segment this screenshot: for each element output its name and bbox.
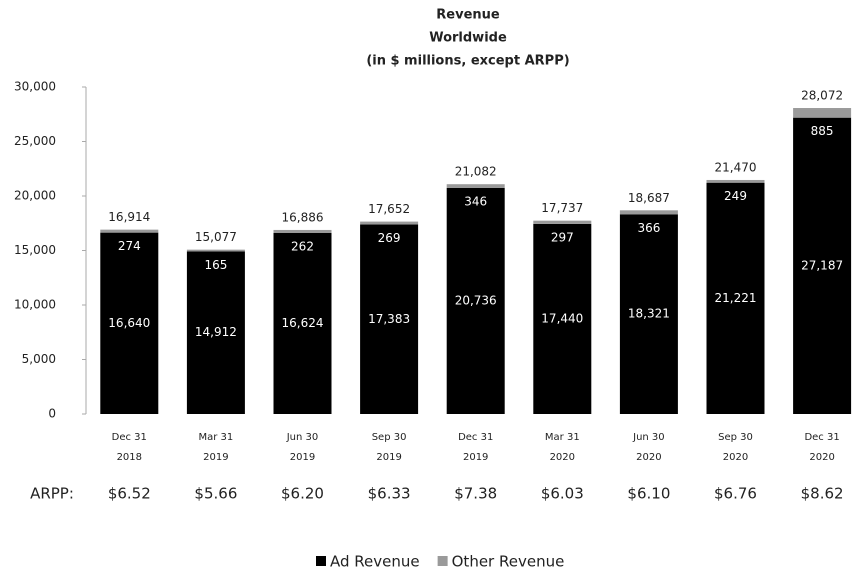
bar-segment bbox=[619, 214, 678, 414]
bar-segment bbox=[273, 229, 332, 233]
x-tick-label: Sep 30 bbox=[718, 432, 753, 443]
bar-segment bbox=[273, 232, 332, 414]
total-label: 16,914 bbox=[108, 210, 150, 224]
segment-label: 366 bbox=[637, 221, 660, 235]
segment-label: 269 bbox=[378, 231, 401, 245]
x-tick-label: Dec 31 bbox=[112, 432, 147, 443]
segment-label: 20,736 bbox=[455, 293, 497, 307]
bar-segment bbox=[533, 223, 592, 414]
y-tick-label: 25,000 bbox=[14, 134, 56, 148]
arpp-value: $5.66 bbox=[194, 485, 237, 503]
segment-label: 21,221 bbox=[715, 291, 757, 305]
x-tick-label: 2019 bbox=[463, 452, 488, 463]
total-label: 21,082 bbox=[455, 165, 497, 179]
y-tick-label: 20,000 bbox=[14, 189, 56, 203]
bar-segment bbox=[360, 221, 419, 225]
segment-label: 249 bbox=[724, 189, 747, 203]
x-tick-label: 2019 bbox=[290, 452, 315, 463]
bar-segment bbox=[706, 182, 765, 414]
segment-label: 17,440 bbox=[541, 311, 583, 325]
chart-subtitle: (in $ millions, except ARPP) bbox=[366, 54, 569, 69]
segment-label: 165 bbox=[204, 258, 227, 272]
total-label: 17,737 bbox=[541, 201, 583, 215]
total-label: 21,470 bbox=[715, 160, 757, 174]
chart-title: Worldwide bbox=[429, 31, 507, 46]
arpp-value: $6.52 bbox=[108, 485, 151, 503]
bar-segment bbox=[186, 251, 245, 414]
chart-title: Revenue bbox=[436, 8, 500, 23]
legend-swatch bbox=[437, 556, 448, 566]
bar-segment bbox=[619, 210, 678, 215]
arpp-value: $6.33 bbox=[368, 485, 411, 503]
y-tick-label: 10,000 bbox=[14, 298, 56, 312]
arpp-label: ARPP: bbox=[30, 485, 74, 503]
x-tick-label: 2019 bbox=[203, 452, 228, 463]
arpp-value: $8.62 bbox=[801, 485, 844, 503]
total-label: 18,687 bbox=[628, 191, 670, 205]
bar-segment bbox=[793, 117, 852, 415]
legend-label: Ad Revenue bbox=[330, 553, 420, 571]
x-tick-label: Sep 30 bbox=[372, 432, 407, 443]
bar-segment bbox=[186, 249, 245, 252]
bar-segment bbox=[446, 187, 505, 414]
x-tick-label: 2020 bbox=[809, 452, 834, 463]
segment-label: 16,624 bbox=[282, 316, 324, 330]
y-tick-label: 0 bbox=[48, 407, 56, 421]
total-label: 17,652 bbox=[368, 202, 410, 216]
bar-segment bbox=[793, 108, 852, 118]
arpp-value: $6.20 bbox=[281, 485, 324, 503]
bar-segment bbox=[360, 224, 419, 414]
legend-swatch bbox=[316, 556, 326, 566]
segment-label: 274 bbox=[118, 239, 141, 253]
x-tick-label: 2020 bbox=[550, 452, 575, 463]
segment-label: 346 bbox=[464, 194, 487, 208]
arpp-value: $6.76 bbox=[714, 485, 757, 503]
arpp-value: $6.10 bbox=[627, 485, 670, 503]
bar-segment bbox=[100, 232, 159, 414]
segment-label: 17,383 bbox=[368, 312, 410, 326]
bar-segment bbox=[446, 184, 505, 188]
x-tick-label: Dec 31 bbox=[458, 432, 493, 443]
segment-label: 18,321 bbox=[628, 307, 670, 321]
arpp-value: $7.38 bbox=[454, 485, 497, 503]
segment-label: 14,912 bbox=[195, 325, 237, 339]
x-tick-label: Jun 30 bbox=[286, 432, 319, 443]
y-tick-label: 15,000 bbox=[14, 243, 56, 257]
arpp-value: $6.03 bbox=[541, 485, 584, 503]
x-tick-label: 2019 bbox=[376, 452, 401, 463]
x-tick-label: Dec 31 bbox=[804, 432, 839, 443]
y-tick-label: 5,000 bbox=[22, 352, 56, 366]
x-tick-label: Mar 31 bbox=[199, 432, 234, 443]
bar-segment bbox=[100, 229, 159, 233]
x-tick-label: 2020 bbox=[723, 452, 748, 463]
total-label: 16,886 bbox=[282, 210, 324, 224]
x-tick-label: Mar 31 bbox=[545, 432, 580, 443]
segment-label: 885 bbox=[811, 124, 834, 138]
x-tick-label: Jun 30 bbox=[632, 432, 665, 443]
legend-label: Other Revenue bbox=[452, 553, 565, 571]
total-label: 15,077 bbox=[195, 230, 237, 244]
segment-label: 16,640 bbox=[108, 316, 150, 330]
y-tick-label: 30,000 bbox=[14, 80, 56, 94]
bar-segment bbox=[706, 179, 765, 183]
segment-label: 27,187 bbox=[801, 258, 843, 272]
total-label: 28,072 bbox=[801, 89, 843, 103]
x-tick-label: 2018 bbox=[117, 452, 142, 463]
segment-label: 262 bbox=[291, 239, 314, 253]
x-tick-label: 2020 bbox=[636, 452, 661, 463]
segment-label: 297 bbox=[551, 230, 574, 244]
bar-segment bbox=[533, 220, 592, 224]
